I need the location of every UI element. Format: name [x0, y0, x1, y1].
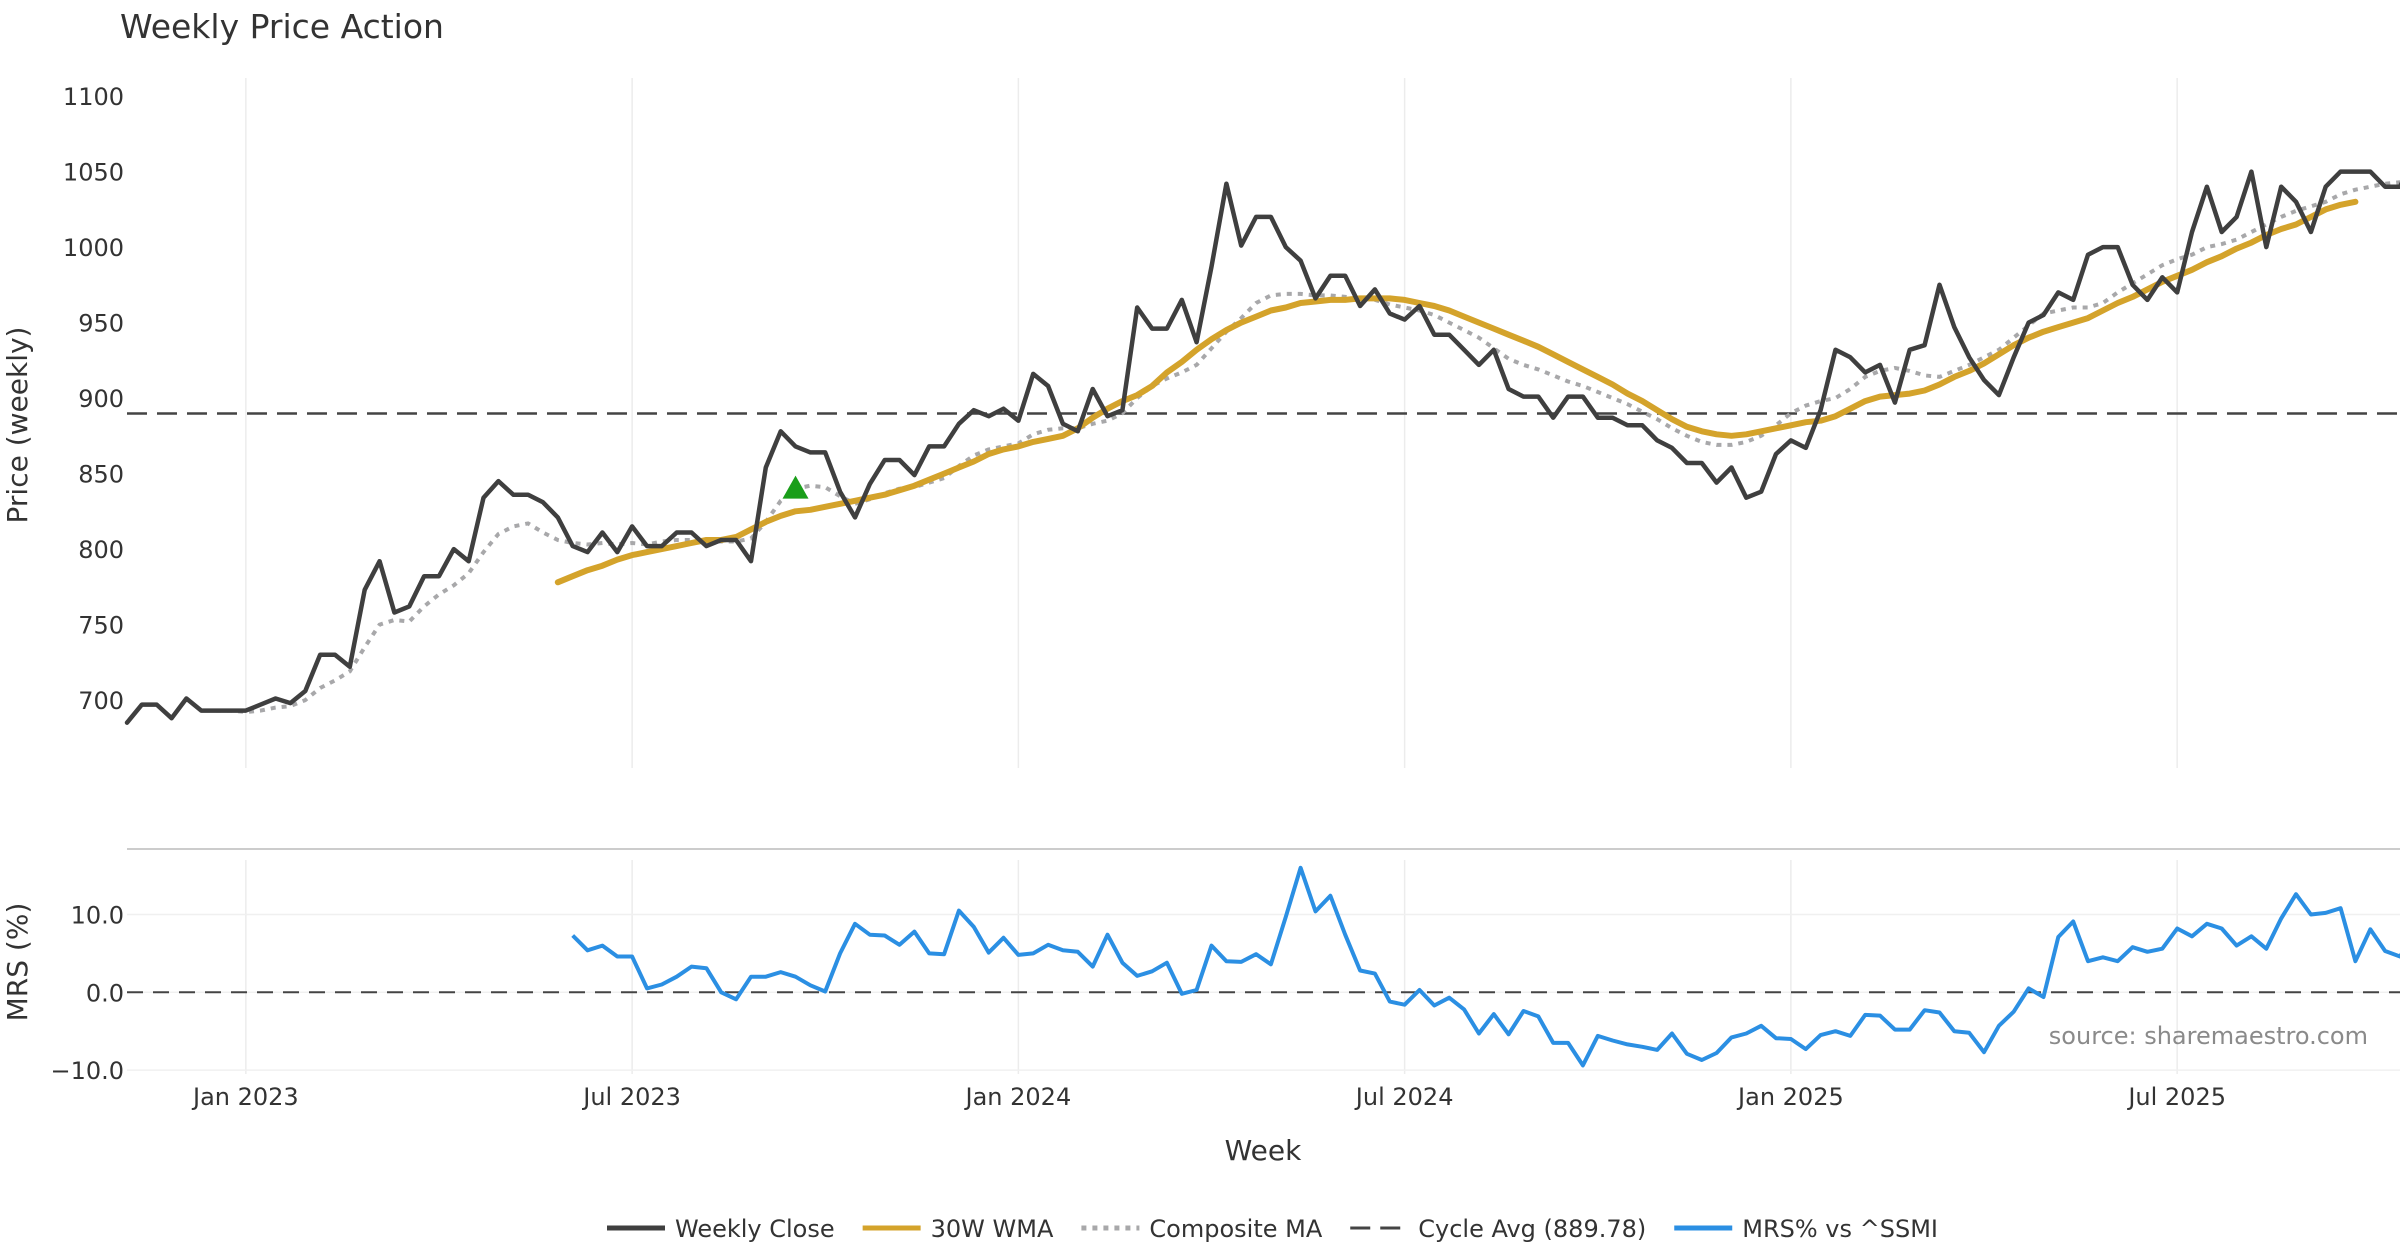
- x-tick-label: Jan 2024: [964, 1083, 1072, 1111]
- price-y-tick-label: 700: [78, 687, 124, 715]
- legend-label: MRS% vs ^SSMI: [1742, 1215, 1938, 1243]
- price-y-tick-label: 850: [78, 461, 124, 489]
- mrs-gridlines: [127, 860, 2400, 1074]
- composite-ma-line: [216, 180, 2400, 715]
- price-gridlines: [245, 78, 2178, 768]
- mrs-panel: −10.0 0.0 10.0 MRS (%) source: sharemaestr…: [1, 860, 2400, 1085]
- price-series: [124, 169, 2400, 725]
- legend-label: Weekly Close: [675, 1215, 835, 1243]
- buy-signal-marker: [782, 475, 809, 499]
- price-y-tick-label: 900: [78, 385, 124, 413]
- price-y-ticks: 700 750 800 850 900 950 1000 1050 1100: [63, 83, 124, 715]
- mrs-y-tick-label: 0.0: [86, 979, 124, 1007]
- mrs-y-tick-label: 10.0: [71, 901, 124, 929]
- price-y-tick-label: 1000: [63, 234, 124, 262]
- legend-item: Composite MA: [1081, 1215, 1323, 1243]
- mrs-y-ticks: −10.0 0.0 10.0: [50, 901, 124, 1085]
- mrs-y-tick-label: −10.0: [50, 1057, 124, 1085]
- legend-label: Cycle Avg (889.78): [1418, 1215, 1646, 1243]
- x-tick-label: Jul 2023: [581, 1083, 681, 1111]
- x-tick-label: Jan 2025: [1736, 1083, 1844, 1111]
- legend-item: MRS% vs ^SSMI: [1674, 1215, 1938, 1243]
- x-axis-label: Week: [1225, 1134, 1302, 1167]
- legend-item: Cycle Avg (889.78): [1350, 1215, 1646, 1243]
- price-y-tick-label: 950: [78, 310, 124, 338]
- legend-item: 30W WMA: [862, 1215, 1054, 1243]
- price-y-tick-label: 750: [78, 612, 124, 640]
- price-panel: 700 750 800 850 900 950 1000 1050 1100 Price (we…: [1, 78, 2400, 768]
- mrs-series: [571, 865, 2400, 1068]
- x-tick-label: Jan 2023: [191, 1083, 299, 1111]
- source-credit: source: sharemaestro.com: [2049, 1022, 2368, 1050]
- legend-label: 30W WMA: [931, 1215, 1054, 1243]
- legend: Weekly Close 30W WMA Composite MA Cycle Avg…: [607, 1215, 1938, 1243]
- legend-item: Weekly Close: [607, 1215, 835, 1243]
- mrs-y-axis-label: MRS (%): [1, 903, 34, 1022]
- weekly-close-line: [124, 169, 2400, 725]
- x-axis-ticks: Jan 2023 Jul 2023 Jan 2024 Jul 2024 Jan 2025…: [191, 1083, 2226, 1111]
- legend-label: Composite MA: [1149, 1215, 1322, 1243]
- price-y-tick-label: 1050: [63, 159, 124, 187]
- 30w-wma-line: [554, 198, 2359, 586]
- price-y-tick-label: 800: [78, 536, 124, 564]
- x-tick-label: Jul 2025: [2126, 1083, 2226, 1111]
- chart-title: Weekly Price Action: [120, 7, 444, 46]
- price-y-tick-label: 1100: [63, 83, 124, 111]
- price-y-axis-label: Price (weekly): [1, 327, 34, 524]
- x-tick-label: Jul 2024: [1354, 1083, 1454, 1111]
- mrs-line: [571, 865, 2400, 1068]
